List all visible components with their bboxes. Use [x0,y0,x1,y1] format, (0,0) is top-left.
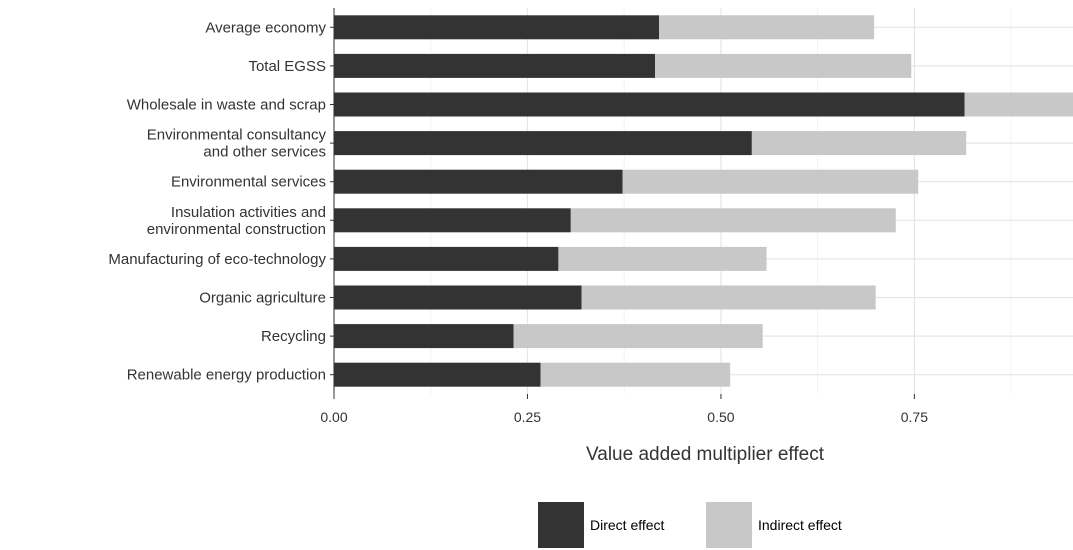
y-tick-label: Wholesale in waste and scrap [127,97,326,114]
legend-key-direct-effect [538,502,584,548]
legend: Direct effect Indirect effect [538,502,842,548]
y-tick-label: Insulation activities and environmental c… [147,204,326,238]
bars [334,15,1073,387]
y-tick-label: Environmental services [171,174,326,191]
bar-indirect-effect [570,208,896,233]
y-tick-label: Manufacturing of eco-technology [108,251,326,268]
x-tick-label: 0.75 [901,409,928,425]
bar-direct-effect [334,53,656,78]
legend-label-indirect-effect: Indirect effect [758,517,842,533]
y-tick-label: Renewable energy production [127,367,326,384]
bar-indirect-effect [964,92,1073,117]
bar-indirect-effect [581,285,876,310]
bar-indirect-effect [659,15,875,40]
legend-label-direct-effect: Direct effect [590,517,665,533]
bar-indirect-effect [751,131,967,156]
x-tick-label: 0.25 [514,409,541,425]
bar-direct-effect [334,246,559,271]
x-tick-label: 0.50 [707,409,734,425]
y-axis: Average economy Total EGSS Wholesale in wa… [108,8,335,394]
bar-direct-effect [334,208,571,233]
bar-direct-effect [334,131,752,156]
bar-indirect-effect [540,362,731,387]
legend-key-indirect-effect [706,502,752,548]
bar-direct-effect [334,285,582,310]
bar-indirect-effect [513,324,763,349]
y-tick-label: Recycling [261,328,326,345]
bar-direct-effect [334,92,965,117]
y-tick-label: Environmental consultancy and other servi… [147,127,327,161]
bar-direct-effect [334,15,660,40]
y-tick-label: Average economy [205,19,326,36]
y-tick-label: Organic agriculture [199,290,326,307]
bar-indirect-effect [558,246,767,271]
bar-indirect-effect [622,169,919,194]
bar-direct-effect [334,324,514,349]
y-tick-label: Total EGSS [248,58,326,75]
x-tick-label: 0.00 [320,409,347,425]
x-axis: 0.00 0.25 0.50 0.75 [320,394,928,425]
bar-indirect-effect [655,53,912,78]
bar-direct-effect [334,362,541,387]
bar-direct-effect [334,169,623,194]
x-axis-title: Value added multiplier effect [586,444,825,465]
